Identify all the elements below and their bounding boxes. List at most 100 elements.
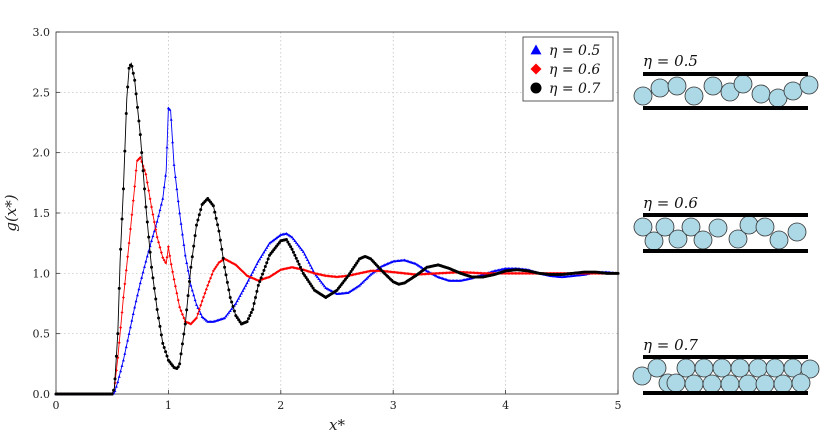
data-point (362, 279, 366, 283)
data-point (284, 238, 288, 242)
particle (712, 358, 732, 378)
data-point (300, 268, 304, 272)
data-point (204, 287, 208, 291)
data-point (134, 169, 138, 173)
data-point (195, 223, 198, 227)
data-point (162, 185, 166, 189)
particle (755, 217, 775, 237)
data-point (144, 259, 148, 263)
particle (738, 374, 758, 394)
data-point (357, 283, 361, 287)
data-point (172, 277, 176, 281)
data-point (290, 235, 294, 239)
data-point (178, 211, 182, 215)
data-point (113, 377, 117, 381)
data-point (178, 305, 182, 309)
data-point (303, 273, 307, 277)
data-point (304, 255, 308, 259)
data-point (150, 205, 154, 209)
data-point (172, 163, 176, 166)
data-point (293, 239, 297, 242)
data-point (419, 265, 423, 269)
data-point (346, 274, 350, 278)
data-point (225, 280, 229, 284)
data-point (134, 299, 138, 303)
data-point (268, 241, 272, 245)
data-point (359, 282, 363, 286)
series-0 (54, 106, 620, 396)
data-point (228, 309, 232, 312)
data-point (130, 64, 134, 68)
data-point (297, 244, 301, 248)
data-point (218, 238, 222, 242)
data-point (262, 250, 266, 254)
particle (720, 374, 740, 394)
data-point (147, 189, 151, 193)
data-point (124, 345, 128, 349)
data-point (369, 273, 373, 276)
data-point (151, 234, 155, 238)
data-point (203, 317, 207, 321)
data-point (179, 222, 183, 225)
data-point (137, 119, 141, 123)
legend-label: η = 0.6 (549, 62, 600, 78)
data-point (144, 172, 148, 176)
data-point (311, 286, 315, 290)
x-tick-label: 2 (277, 399, 284, 412)
particle (755, 374, 775, 394)
data-point (259, 276, 263, 280)
data-point (355, 261, 359, 265)
data-point (110, 392, 114, 396)
data-point (311, 269, 315, 272)
data-point (158, 208, 162, 212)
data-point (154, 228, 158, 232)
y-axis: 0.0 0.5 1.0 1.5 2.0 2.5 3.0 (33, 26, 60, 401)
data-point (162, 346, 166, 350)
data-point (131, 71, 135, 75)
data-point (210, 273, 214, 277)
data-point (171, 140, 175, 144)
data-point (307, 260, 311, 264)
data-point (143, 265, 147, 268)
data-point (317, 277, 321, 280)
data-point (291, 250, 295, 254)
data-point (145, 220, 149, 224)
data-point (119, 326, 123, 330)
data-point (202, 295, 206, 299)
data-point (244, 284, 248, 287)
data-point (258, 280, 262, 284)
data-point (414, 262, 418, 265)
data-point (148, 197, 152, 201)
data-point (296, 259, 300, 263)
y-tick-label: 0.5 (33, 328, 51, 341)
data-point (214, 216, 218, 220)
data-point (255, 262, 259, 266)
data-point (356, 259, 360, 263)
particle (633, 86, 653, 106)
wall-top (643, 72, 808, 76)
data-point (154, 297, 158, 301)
particle (684, 86, 704, 106)
data-point (227, 288, 231, 292)
data-point (138, 155, 142, 159)
data-point (360, 281, 364, 284)
data-point (137, 287, 141, 291)
data-point (310, 266, 314, 270)
wall-bottom (643, 391, 808, 395)
data-point (138, 281, 142, 285)
data-point (112, 388, 116, 392)
data-point (185, 261, 189, 264)
data-point (308, 282, 312, 286)
data-point (155, 308, 159, 312)
data-point (237, 296, 241, 300)
panel-label: η = 0.6 (643, 194, 698, 212)
data-point (346, 291, 350, 294)
data-point (230, 307, 234, 311)
data-point (220, 247, 224, 251)
data-point (182, 243, 186, 246)
data-point (256, 259, 260, 263)
data-point (203, 291, 207, 295)
data-point (365, 277, 369, 280)
data-point (206, 283, 210, 287)
data-point (287, 233, 291, 237)
